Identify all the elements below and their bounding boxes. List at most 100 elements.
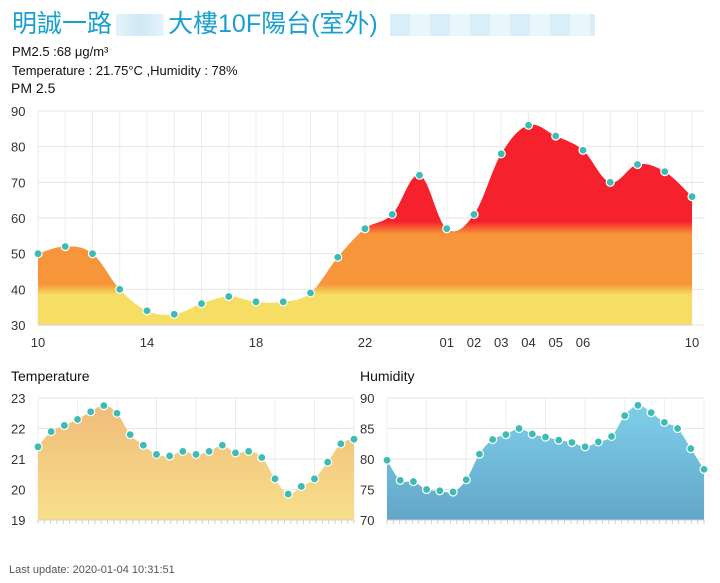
data-point [672,423,683,434]
data-point [687,192,697,202]
data-point [169,309,179,319]
pm25-readout: PM2.5 :68 μg/m³ [12,44,109,59]
data-point [191,449,201,460]
title-site: 大樓10F陽台(室外) [168,10,378,38]
data-point [488,434,498,445]
x-tick-label: 10 [31,335,45,350]
y-tick-label: 80 [360,452,374,467]
data-point [567,437,577,448]
humidity-chart-title: Humidity [360,368,415,384]
data-point [336,439,346,449]
data-point [382,455,392,465]
data-point [646,408,656,418]
redacted-block [389,14,595,37]
data-point [633,400,643,410]
data-point [112,408,122,418]
y-tick-label: 23 [11,391,25,406]
data-point [540,432,551,442]
data-point [251,297,261,307]
y-tick-label: 70 [11,175,25,190]
page-title: 明誠一路 大樓10F陽台(室外) [12,4,595,40]
data-point [551,131,561,141]
data-point [686,444,696,454]
data-point [72,414,83,424]
data-point [659,417,669,427]
data-point [469,209,479,220]
pm25-chart-title: PM 2.5 [11,80,56,96]
data-point [309,474,320,484]
data-point [408,476,419,487]
data-point [580,442,590,452]
data-point [620,411,630,421]
data-point [244,446,254,456]
data-point [217,440,227,450]
data-point [278,297,288,307]
y-tick-label: 40 [11,282,25,297]
data-point [86,407,96,417]
data-point [593,437,603,447]
data-point [395,475,405,485]
y-tick-label: 70 [360,513,374,528]
data-point [305,288,316,298]
data-point [204,446,214,456]
temperature-humidity-readout: Temperature : 21.75°C ,Humidity : 78% [12,63,238,78]
data-point [257,452,267,463]
area-series [387,405,704,520]
data-point [435,486,445,496]
y-tick-label: 75 [360,483,374,498]
x-tick-label: 22 [358,335,372,350]
data-point [125,430,135,440]
humidity-chart: 70 75 80 85 90 [360,391,709,528]
data-point [387,209,397,220]
data-point [496,149,506,159]
y-tick-label: 50 [11,247,25,262]
x-tick-label: 18 [249,335,263,350]
data-point [196,299,207,309]
last-update-text: Last update: 2020-01-04 10:31:51 [9,564,175,576]
data-point [224,291,234,302]
y-tick-label: 90 [360,391,374,406]
data-point [296,481,306,492]
data-point [349,434,359,444]
data-point [360,224,370,234]
title-location: 明誠一路 [12,10,113,38]
data-point [605,177,615,187]
data-point [333,252,343,262]
data-point [461,475,471,485]
data-point [283,489,293,499]
data-point [138,440,148,450]
x-tick-label: 04 [521,335,535,350]
y-tick-label: 80 [11,140,25,155]
x-tick-label: 05 [549,335,563,350]
data-point [87,249,98,259]
data-point [414,170,425,180]
data-point [46,426,56,437]
data-point [59,420,69,431]
data-point [422,484,432,495]
data-point [115,284,125,294]
temperature-chart: 19 20 21 22 23 [11,391,359,528]
x-tick-label: 01 [440,335,454,350]
x-tick-label: 10 [685,335,699,350]
y-tick-label: 85 [360,422,374,437]
y-tick-label: 20 [11,483,25,498]
data-point [151,449,162,460]
data-point [33,442,43,452]
x-tick-label: 02 [467,335,481,350]
redacted-block [116,14,165,37]
y-tick-label: 60 [11,211,25,226]
data-point [578,145,588,155]
y-tick-label: 21 [11,452,25,467]
data-point [99,401,109,411]
data-point [699,464,709,474]
data-point [142,306,152,316]
y-tick-label: 22 [11,422,25,437]
x-tick-label: 06 [576,335,590,350]
data-point [514,423,524,434]
data-point [474,449,485,459]
data-point [178,446,188,456]
data-point [554,435,564,445]
y-tick-label: 90 [11,104,25,119]
area-series [38,405,354,520]
x-tick-label: 03 [494,335,508,350]
